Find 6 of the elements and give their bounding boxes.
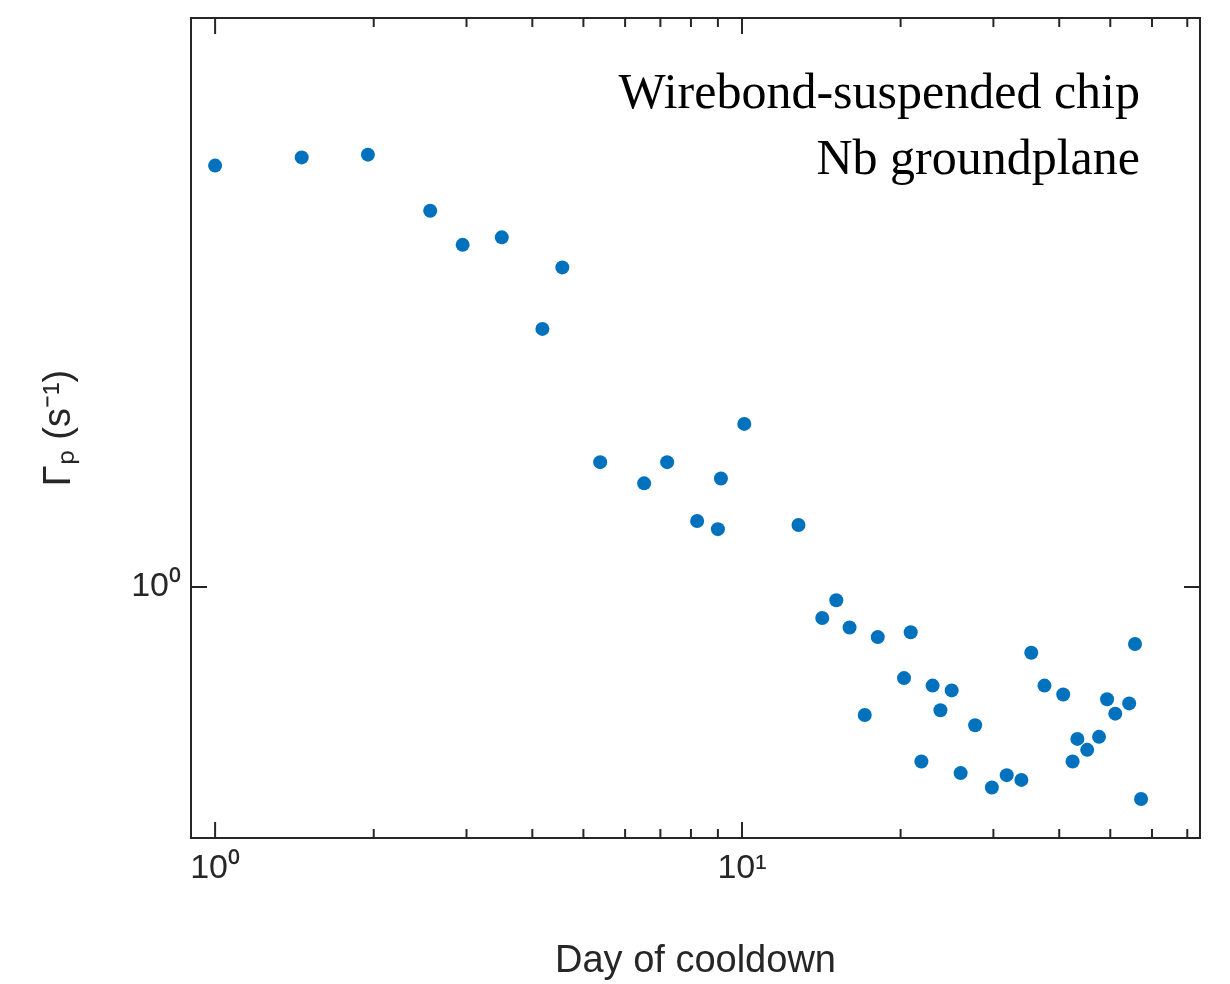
annotation: Nb groundplane [816, 129, 1140, 185]
text: 10⁰ [131, 565, 181, 604]
y-axis-title: Γₚ (s⁻¹) [36, 369, 81, 487]
x-tick-label: 10¹ [717, 846, 767, 885]
x-axis-title: Day of cooldown [555, 937, 836, 980]
text: Wirebond-suspended chip [618, 63, 1140, 119]
